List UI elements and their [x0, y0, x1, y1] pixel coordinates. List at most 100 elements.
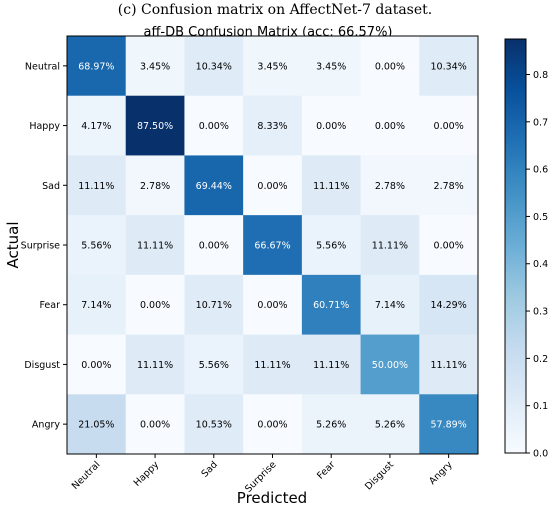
cell-happy-fear [301, 95, 362, 156]
cell-label: 0.00% [257, 420, 287, 431]
cell-neutral-happy [125, 36, 185, 97]
colorbar-tick-label: 0.2 [533, 354, 548, 365]
cell-disgust-neutral [67, 334, 127, 395]
cell-label: 14.29% [431, 300, 467, 311]
cell-label: 11.11% [78, 181, 114, 192]
cell-label: 10.53% [196, 420, 232, 431]
cell-fear-disgust [360, 274, 420, 336]
cell-label: 4.17% [81, 121, 111, 132]
cell-angry-disgust [360, 394, 420, 455]
cell-disgust-sad [184, 334, 244, 395]
cell-label: 69.44% [196, 181, 232, 192]
colorbar-tick-label: 0.1 [533, 401, 548, 412]
cell-sad-fear [301, 155, 362, 216]
cell-neutral-neutral [67, 36, 127, 97]
cell-fear-sad [184, 274, 244, 336]
colorbar-tick-label: 0.3 [533, 307, 548, 318]
y-tick-label: Happy [29, 121, 60, 132]
cell-angry-surprise [243, 394, 303, 455]
cell-angry-fear [301, 394, 362, 455]
cell-surprise-angry [419, 215, 479, 276]
cell-angry-sad [184, 394, 244, 455]
cell-label: 66.67% [254, 241, 290, 252]
cell-label: 3.45% [316, 61, 346, 72]
cell-happy-surprise [243, 95, 303, 156]
colorbar-tick-label: 0.4 [533, 259, 548, 270]
cell-happy-angry [419, 95, 479, 156]
cell-label: 11.11% [372, 241, 408, 252]
cell-label: 11.11% [137, 241, 173, 252]
cell-label: 2.78% [375, 181, 405, 192]
y-tick-label: Surprise [21, 241, 60, 252]
cell-sad-happy [125, 155, 185, 216]
cell-label: 11.11% [137, 360, 173, 371]
cell-neutral-sad [184, 36, 244, 97]
cell-sad-disgust [360, 155, 420, 216]
x-tick-label: Angry [427, 459, 455, 487]
x-tick-label: Fear [315, 459, 337, 481]
x-axis-label: Predicted [237, 489, 307, 507]
cell-surprise-sad [184, 215, 244, 276]
cell-sad-surprise [243, 155, 303, 216]
cell-label: 0.00% [199, 121, 229, 132]
cell-label: 7.14% [81, 300, 111, 311]
y-tick-label: Disgust [24, 360, 60, 371]
cell-disgust-happy [125, 334, 185, 395]
cell-label: 10.34% [431, 61, 467, 72]
x-tick-label: Neutral [70, 459, 103, 492]
cell-label: 11.11% [313, 360, 349, 371]
x-tick-label: Sad [199, 459, 219, 479]
cell-label: 10.34% [196, 61, 232, 72]
cell-sad-neutral [67, 155, 127, 216]
y-tick-label: Neutral [25, 61, 60, 72]
cell-label: 8.33% [257, 121, 287, 132]
cell-label: 2.78% [434, 181, 464, 192]
cell-happy-sad [184, 95, 244, 156]
x-tick-label: Happy [132, 459, 162, 489]
cell-label: 57.89% [431, 420, 467, 431]
colorbar-tick-label: 0.7 [533, 117, 548, 128]
cell-label: 0.00% [375, 61, 405, 72]
colorbar-tick-label: 0.5 [533, 212, 548, 223]
cell-label: 50.00% [372, 360, 408, 371]
cell-disgust-disgust [360, 334, 420, 395]
cell-label: 0.00% [140, 420, 170, 431]
cell-neutral-angry [419, 36, 479, 97]
cell-label: 3.45% [140, 61, 170, 72]
cell-label: 5.56% [199, 360, 229, 371]
cell-label: 3.45% [257, 61, 287, 72]
colorbar-tick-label: 0.6 [533, 165, 548, 176]
cell-label: 21.05% [78, 420, 114, 431]
cell-label: 87.50% [137, 121, 173, 132]
cell-angry-angry [419, 394, 479, 455]
cell-label: 68.97% [78, 61, 114, 72]
cell-disgust-fear [301, 334, 362, 395]
cell-label: 2.78% [140, 181, 170, 192]
cell-label: 0.00% [316, 121, 346, 132]
colorbar [504, 38, 527, 454]
cell-label: 0.00% [434, 121, 464, 132]
cell-happy-disgust [360, 95, 420, 156]
cell-neutral-surprise [243, 36, 303, 97]
cell-label: 5.26% [316, 420, 346, 431]
y-axis-label: Actual [4, 222, 22, 269]
cell-label: 11.11% [254, 360, 290, 371]
cell-disgust-angry [419, 334, 479, 395]
cell-fear-angry [419, 274, 479, 336]
cell-label: 0.00% [199, 241, 229, 252]
colorbar-tick-label: 0.0 [533, 449, 548, 460]
cell-surprise-neutral [67, 215, 127, 276]
cell-label: 10.71% [196, 300, 232, 311]
colorbar-tick-label: 0.8 [533, 70, 548, 81]
figure-caption: (c) Confusion matrix on AffectNet-7 data… [117, 2, 433, 18]
cell-fear-fear [301, 274, 362, 336]
cell-label: 5.56% [81, 241, 111, 252]
cell-label: 0.00% [257, 300, 287, 311]
cell-surprise-disgust [360, 215, 420, 276]
cell-disgust-surprise [243, 334, 303, 395]
cell-label: 5.26% [375, 420, 405, 431]
cell-sad-angry [419, 155, 479, 216]
cell-label: 0.00% [140, 300, 170, 311]
x-tick-label: Disgust [363, 459, 396, 492]
